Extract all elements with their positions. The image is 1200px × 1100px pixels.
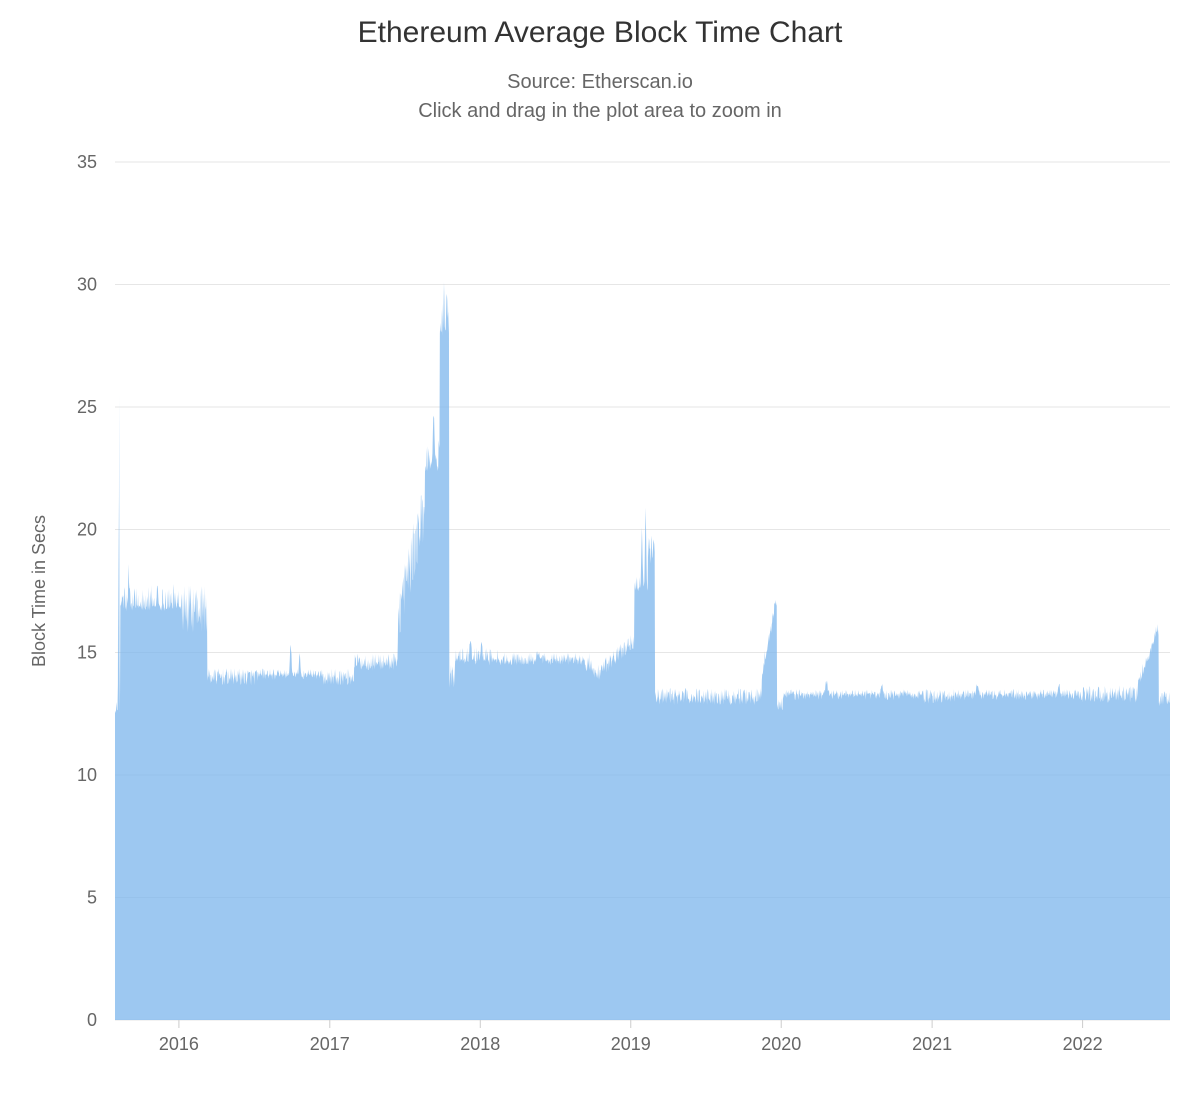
y-tick-label: 30 (77, 275, 97, 295)
x-tick-label: 2018 (460, 1034, 500, 1054)
chart-title: Ethereum Average Block Time Chart (0, 0, 1200, 50)
chart-subtitle-line1: Source: Etherscan.io (507, 71, 693, 93)
y-tick-label: 20 (77, 520, 97, 540)
y-tick-label: 5 (87, 887, 97, 907)
y-axis: 0 5 10 15 20 25 30 35 (77, 152, 97, 1030)
block-time-area-series[interactable] (115, 283, 1170, 1020)
plot-area[interactable]: 0 5 10 15 20 25 30 35 Block Time in Secs 2016 2017… (0, 150, 1200, 1080)
x-tick-label: 2017 (310, 1034, 350, 1054)
y-tick-label: 25 (77, 397, 97, 417)
y-axis-title: Block Time in Secs (29, 515, 49, 667)
x-axis: 2016 2017 2018 2019 2020 2021 2022 (159, 1020, 1103, 1054)
y-tick-label: 0 (87, 1010, 97, 1030)
x-tick-label: 2019 (611, 1034, 651, 1054)
chart-container: Ethereum Average Block Time Chart Source… (0, 0, 1200, 1100)
chart-subtitle: Source: Etherscan.io Click and drag in t… (0, 68, 1200, 126)
y-tick-label: 35 (77, 152, 97, 172)
y-tick-label: 10 (77, 765, 97, 785)
chart-subtitle-line2: Click and drag in the plot area to zoom … (418, 100, 782, 122)
x-tick-label: 2022 (1063, 1034, 1103, 1054)
y-tick-label: 15 (77, 642, 97, 662)
x-tick-label: 2016 (159, 1034, 199, 1054)
plot-svg[interactable]: 0 5 10 15 20 25 30 35 Block Time in Secs 2016 2017… (0, 150, 1200, 1080)
x-tick-label: 2020 (761, 1034, 801, 1054)
x-tick-label: 2021 (912, 1034, 952, 1054)
